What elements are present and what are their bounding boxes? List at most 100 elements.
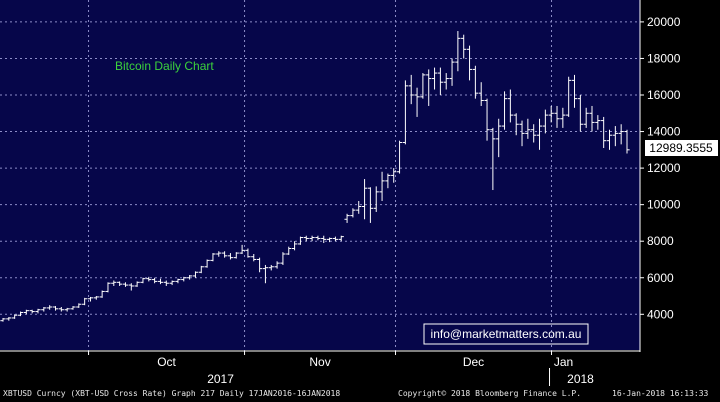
y-tick-label: 20000	[647, 15, 681, 29]
ohlc-bar	[245, 248, 251, 258]
ohlc-bar	[478, 82, 484, 106]
ohlc-bar	[338, 235, 344, 242]
ohlc-bar	[280, 252, 286, 265]
ohlc-bar	[286, 246, 292, 255]
ohlc-bar	[82, 297, 88, 306]
ohlc-bar	[396, 140, 403, 174]
ohlc-bars	[0, 31, 630, 322]
ohlc-bar	[35, 308, 41, 314]
watermark-text: info@marketmatters.com.au	[431, 327, 582, 341]
ohlc-bar	[64, 307, 70, 312]
ohlc-bar	[29, 309, 35, 314]
ohlc-bar	[601, 116, 607, 148]
ohlc-bar	[536, 118, 543, 150]
ohlc-bar	[484, 98, 490, 141]
ohlc-bar	[233, 252, 239, 259]
ohlc-bar	[274, 261, 280, 269]
ohlc-bar	[186, 275, 193, 280]
y-tick-label: 16000	[647, 88, 681, 102]
ohlc-bar	[58, 306, 64, 312]
ohlc-bar	[175, 278, 181, 284]
ohlc-bar	[134, 281, 140, 287]
ohlc-bar	[455, 31, 461, 72]
ohlc-bar	[426, 69, 432, 106]
ohlc-bar	[606, 129, 613, 150]
ohlc-bar	[449, 58, 455, 86]
ohlc-bar	[408, 74, 414, 105]
ohlc-bar	[507, 89, 513, 123]
ohlc-bar	[163, 280, 169, 286]
ohlc-bar	[367, 187, 374, 223]
ohlc-bar	[291, 241, 298, 251]
ohlc-bar	[542, 109, 548, 134]
ohlc-bar	[23, 309, 29, 315]
y-tick-label: 6000	[647, 271, 674, 285]
ohlc-bar	[268, 264, 274, 271]
ohlc-bar	[47, 305, 53, 310]
ohlc-bar	[531, 124, 537, 143]
ohlc-bar	[181, 276, 187, 282]
ohlc-bar	[321, 235, 327, 244]
ohlc-bar	[256, 257, 263, 273]
x-year-label: 2017	[207, 372, 234, 386]
y-tick-label: 4000	[647, 307, 674, 321]
ohlc-bar	[309, 235, 315, 242]
watermark-box: info@marketmatters.com.au	[423, 323, 589, 345]
ohlc-bar	[105, 282, 111, 293]
footer-bar: XBTUSD Curncy (XBT-USD Cross Rate) Graph…	[0, 386, 720, 402]
ohlc-bar	[117, 281, 123, 286]
ohlc-bar	[169, 280, 175, 286]
ohlc-bar	[566, 76, 572, 117]
ohlc-bar	[373, 186, 379, 212]
x-month-label: Nov	[309, 355, 330, 369]
ohlc-bar	[87, 296, 94, 302]
ohlc-bar	[52, 306, 59, 311]
ohlc-bar	[297, 236, 304, 245]
ohlc-bar	[227, 253, 234, 260]
ohlc-bar	[140, 277, 146, 284]
x-year-label: 2018	[567, 372, 594, 386]
ohlc-bar	[548, 105, 554, 123]
ohlc-bar	[571, 74, 578, 108]
ohlc-bar	[0, 317, 6, 322]
ohlc-bar	[146, 276, 152, 282]
ohlc-bar	[76, 303, 82, 308]
ohlc-bar	[350, 208, 356, 218]
y-tick-label: 8000	[647, 234, 674, 248]
ohlc-bar	[262, 264, 269, 284]
footer-copyright: Copyright© 2018 Bloomberg Finance L.P.	[398, 389, 582, 398]
ohlc-bar	[466, 45, 473, 81]
ohlc-bar	[618, 124, 624, 145]
ohlc-bar	[519, 120, 525, 147]
ohlc-bar	[437, 67, 444, 95]
ohlc-bar	[443, 73, 449, 90]
chart-title: Bitcoin Daily Chart	[115, 59, 214, 73]
ohlc-bar	[315, 235, 321, 241]
ohlc-bar	[239, 244, 245, 254]
footer-ticker-info: XBTUSD Curncy (XBT-USD Cross Rate) Graph…	[3, 389, 341, 398]
y-tick-label: 10000	[647, 198, 681, 212]
x-axis: Oct Nov Dec Jan 2017 2018	[88, 351, 594, 386]
x-month-label: Jan	[554, 355, 573, 369]
ohlc-bar	[391, 168, 397, 183]
ohlc-bar	[70, 306, 76, 310]
y-tick-label: 14000	[647, 125, 681, 139]
ohlc-bar	[612, 126, 618, 147]
grid-lines	[0, 0, 640, 351]
ohlc-bar	[122, 282, 129, 287]
ohlc-bar	[490, 127, 496, 191]
ohlc-bar	[344, 213, 350, 223]
y-tick-label: 12000	[647, 161, 681, 175]
ohlc-bar	[496, 118, 502, 158]
last-price-label: 12989.3555	[645, 140, 718, 156]
ohlc-bar	[93, 296, 99, 300]
ohlc-bar	[216, 251, 222, 257]
ohlc-bar	[192, 271, 199, 278]
ohlc-bar	[12, 314, 18, 319]
last-price-value: 12989.3555	[649, 141, 713, 155]
ohlc-bar	[583, 107, 589, 128]
x-month-label: Dec	[463, 355, 484, 369]
ohlc-bar	[624, 129, 630, 154]
ohlc-bar	[356, 200, 362, 214]
ohlc-bar	[385, 173, 391, 189]
